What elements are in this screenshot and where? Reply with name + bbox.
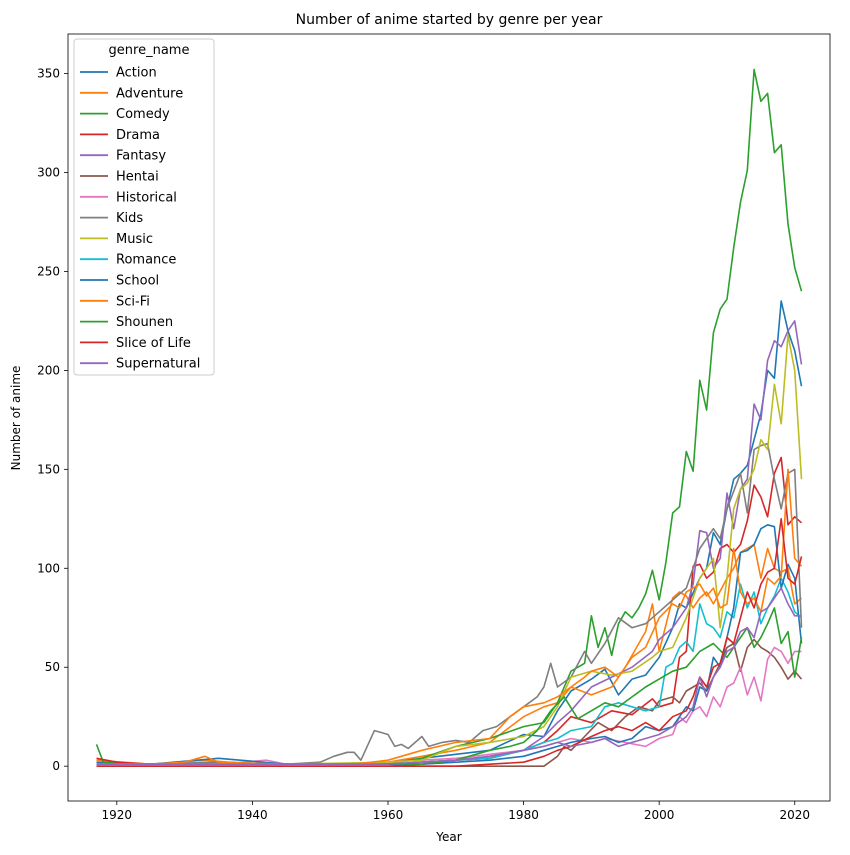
legend-label: School bbox=[116, 274, 159, 289]
legend-box bbox=[73, 38, 215, 376]
series-layer bbox=[95, 68, 803, 767]
y-tick-label: 200 bbox=[37, 363, 60, 377]
legend-label: Historical bbox=[116, 190, 177, 205]
x-tick-label: 2020 bbox=[779, 808, 810, 822]
series-line-sci-fi bbox=[96, 468, 803, 765]
chart-title: Number of anime started by genre per yea… bbox=[296, 12, 603, 28]
series-line-adventure bbox=[96, 543, 803, 765]
y-axis-label: Number of anime bbox=[9, 366, 23, 471]
legend-label: Supernatural bbox=[116, 357, 200, 372]
legend-label: Sci-Fi bbox=[116, 294, 150, 309]
legend-entries: Action Adventure Comedy Drama Fantasy Hentai H… bbox=[80, 66, 200, 372]
legend-label: Action bbox=[116, 66, 157, 81]
x-tick-label: 1980 bbox=[508, 808, 539, 822]
x-axis-ticks: 1920 1940 1960 1980 2000 2020 bbox=[102, 801, 810, 822]
legend-label: Kids bbox=[116, 211, 143, 226]
legend-label: Romance bbox=[116, 253, 176, 268]
plot-border bbox=[67, 33, 831, 802]
series-line-action bbox=[96, 300, 803, 765]
x-tick-label: 1920 bbox=[102, 808, 133, 822]
series-line-school bbox=[96, 524, 803, 765]
legend-label: Fantasy bbox=[116, 149, 166, 164]
y-tick-label: 300 bbox=[37, 166, 60, 180]
series-line-kids bbox=[96, 442, 803, 765]
x-tick-label: 2000 bbox=[644, 808, 675, 822]
y-axis-ticks: 0 50 100 150 200 250 300 350 bbox=[37, 67, 68, 773]
y-tick-label: 150 bbox=[37, 462, 60, 476]
x-tick-label: 1960 bbox=[373, 808, 404, 822]
legend-label: Comedy bbox=[116, 107, 170, 122]
y-tick-label: 50 bbox=[45, 660, 60, 674]
series-line-slice-of-life bbox=[96, 518, 803, 767]
legend-label: Shounen bbox=[116, 315, 173, 330]
legend-label: Music bbox=[116, 232, 153, 247]
y-tick-label: 250 bbox=[37, 264, 60, 278]
series-line-supernatural bbox=[96, 587, 802, 765]
legend: genre_name Action Adventure Comedy Drama Fan… bbox=[73, 38, 215, 376]
x-tick-label: 1940 bbox=[237, 808, 268, 822]
legend-label: Slice of Life bbox=[116, 336, 191, 351]
legend-label: Drama bbox=[116, 128, 160, 143]
legend-label: Adventure bbox=[116, 86, 183, 101]
legend-label: Hentai bbox=[116, 170, 159, 185]
series-line-music bbox=[96, 334, 803, 765]
y-tick-label: 350 bbox=[37, 67, 60, 81]
series-line-shounen bbox=[96, 607, 803, 767]
y-tick-label: 100 bbox=[37, 561, 60, 575]
x-axis-label: Year bbox=[435, 830, 461, 844]
y-tick-label: 0 bbox=[52, 759, 60, 773]
legend-title: genre_name bbox=[109, 43, 190, 58]
